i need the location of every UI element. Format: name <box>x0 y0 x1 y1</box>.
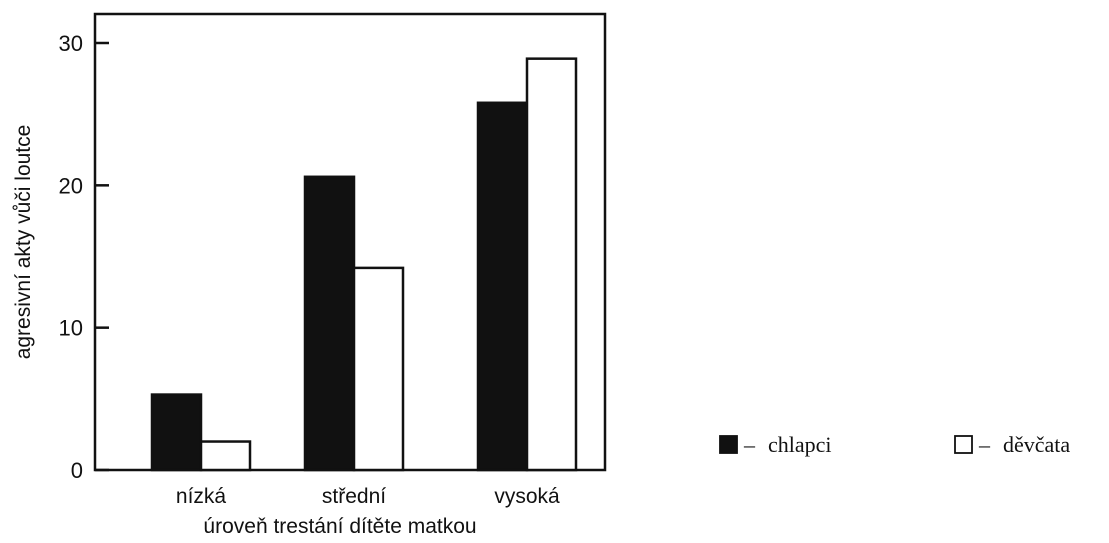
bar-chlapci-střední <box>303 175 356 472</box>
x-axis: nízká střední vysoká <box>176 485 560 508</box>
bar-chlapci-vysoká <box>476 101 529 472</box>
bar-děvčata-střední <box>352 266 405 472</box>
y-tick-label: 0 <box>71 458 83 483</box>
x-tick-label: střední <box>322 485 386 508</box>
legend-dash: – <box>743 432 756 457</box>
x-axis-title: úroveň trestání dítěte matkou <box>203 515 476 538</box>
y-axis: 0 10 20 30 <box>59 31 109 483</box>
y-tick-label: 20 <box>59 173 83 198</box>
legend-label-chlapci: chlapci <box>768 432 832 457</box>
legend-dash: – <box>978 432 991 457</box>
bars <box>150 57 578 472</box>
bar-chlapci-nízká <box>150 393 203 472</box>
legend: – chlapci – děvčata <box>719 432 1070 457</box>
x-tick-label: vysoká <box>494 485 560 508</box>
y-tick-label: 10 <box>59 316 83 341</box>
legend-swatch-chlapci <box>719 435 738 454</box>
bar-děvčata-nízká <box>199 440 252 472</box>
y-axis-title: agresivní akty vůči loutce <box>12 125 35 360</box>
legend-swatch-děvčata <box>954 435 973 454</box>
bar-děvčata-vysoká <box>525 57 578 472</box>
x-tick-label: nízká <box>176 485 227 508</box>
plot-area: 0 10 20 30 nízká střední vysoká <box>59 12 607 508</box>
y-tick-label: 30 <box>59 31 83 56</box>
legend-label-děvčata: děvčata <box>1003 432 1070 457</box>
